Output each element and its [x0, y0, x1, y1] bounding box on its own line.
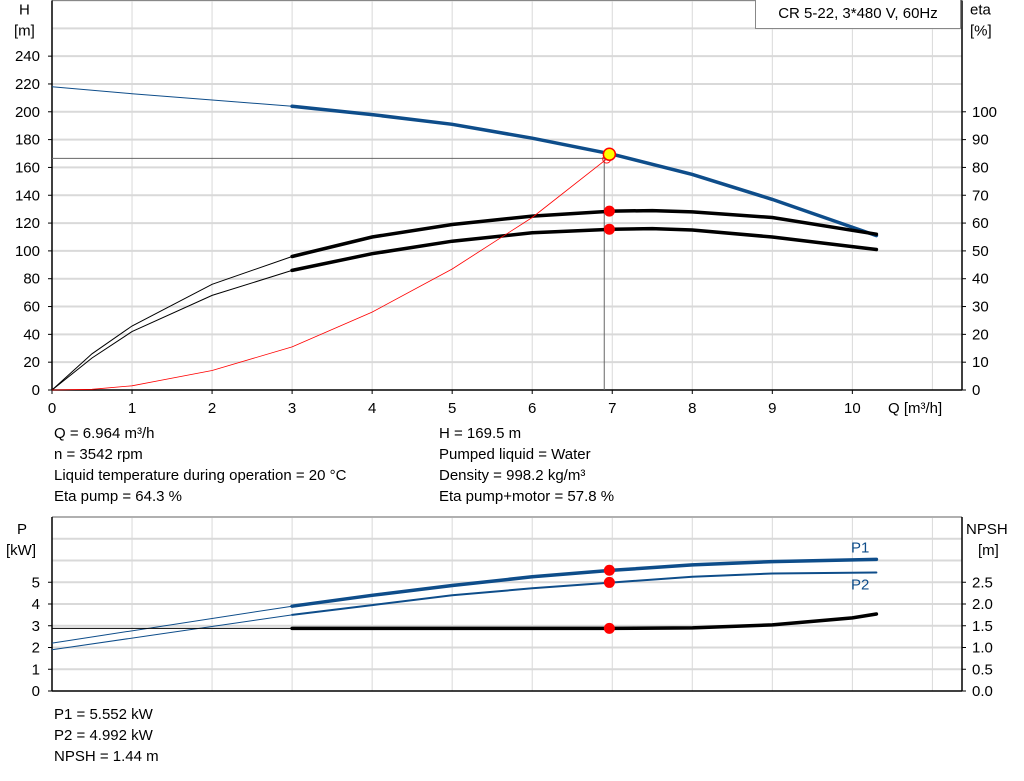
info-q: Q = 6.964 m³/h: [54, 425, 155, 442]
info-bottom: P1 = 5.552 kW P2 = 4.992 kW NPSH = 1.44 …: [54, 704, 159, 767]
info-eta-pump-motor: Eta pump+motor = 57.8 %: [439, 488, 615, 505]
y-tick-label: 140: [15, 187, 40, 204]
y2-tick-label: 100: [972, 104, 997, 121]
y2-tick-label: 90: [972, 132, 989, 149]
y2-tick-label: 2.5: [972, 574, 993, 591]
y-tick-label: 180: [15, 132, 40, 149]
x-tick-label: 10: [844, 400, 861, 417]
x-tick-label: 0: [48, 400, 56, 417]
info-h: H = 169.5 m: [439, 425, 522, 442]
y-tick-label: 200: [15, 104, 40, 121]
info-density: Density = 998.2 kg/m³: [439, 467, 586, 484]
npsh-point: [603, 622, 615, 634]
info-temperature: Liquid temperature during operation = 20…: [54, 467, 347, 484]
y2-tick-label: 0.0: [972, 683, 993, 700]
y-tick-label: 0: [32, 683, 40, 700]
x-tick-label: 9: [768, 400, 776, 417]
x-tick-label: 8: [688, 400, 696, 417]
x-tick-label: 3: [288, 400, 296, 417]
curve-eta_pump-extension: [51, 256, 293, 391]
curve-H-extension: [51, 86, 293, 107]
y-tick-label: 120: [15, 215, 40, 232]
y2-tick-label: 0.5: [972, 661, 993, 678]
y-tick-label: 80: [23, 271, 40, 288]
pump-title: CR 5-22, 3*480 V, 60Hz: [778, 5, 938, 22]
y-axis-label: P: [17, 521, 27, 538]
y-tick-label: 3: [32, 618, 40, 635]
y-tick-label: 160: [15, 159, 40, 176]
pump-title-box: CR 5-22, 3*480 V, 60Hz: [755, 0, 961, 29]
y2-tick-label: 30: [972, 299, 989, 316]
y2-tick-label: 60: [972, 215, 989, 232]
info-right: H = 169.5 m Pumped liquid = Water Densit…: [439, 423, 614, 507]
y-tick-label: 60: [23, 299, 40, 316]
curve-eta_pump_motor-extension: [51, 269, 293, 391]
y-axis-label: H: [19, 2, 30, 19]
y2-tick-label: 40: [972, 271, 989, 288]
y-tick-label: 1: [32, 661, 40, 678]
curve-H: [290, 104, 879, 238]
y2-tick-label: 2.0: [972, 596, 993, 613]
y2-tick-label: 1.5: [972, 618, 993, 635]
x-tick-label: 7: [608, 400, 616, 417]
y2-tick-label: 50: [972, 243, 989, 260]
y-axis-unit: [m]: [14, 23, 35, 40]
curve-P1: [290, 557, 879, 608]
y2-axis-unit: [m]: [978, 542, 999, 559]
info-npsh: NPSH = 1.44 m: [54, 748, 159, 765]
y2-tick-label: 1.0: [972, 640, 993, 657]
x-tick-label: 1: [128, 400, 136, 417]
y2-axis-label: NPSH: [966, 521, 1008, 538]
y2-axis-label: eta: [970, 2, 992, 19]
y-tick-label: 0: [32, 382, 40, 399]
y-tick-label: 40: [23, 326, 40, 343]
operating-point: [602, 147, 617, 161]
curve-system_curve: [51, 158, 607, 391]
y2-tick-label: 70: [972, 187, 989, 204]
y2-tick-label: 20: [972, 326, 989, 343]
x-tick-label: 5: [448, 400, 456, 417]
eta-pump-point: [603, 205, 615, 217]
info-speed: n = 3542 rpm: [54, 446, 143, 463]
x-axis-label: Q [m³/h]: [888, 400, 942, 417]
y2-axis-unit: [%]: [970, 23, 992, 40]
y-tick-label: 5: [32, 574, 40, 591]
x-tick-label: 6: [528, 400, 536, 417]
x-tick-label: 4: [368, 400, 376, 417]
y-tick-label: 20: [23, 354, 40, 371]
p2-point: [603, 576, 615, 588]
curve-P2-extension: [51, 614, 293, 651]
info-left: Q = 6.964 m³/h n = 3542 rpm Liquid tempe…: [54, 423, 346, 507]
y-tick-label: 4: [32, 596, 40, 613]
y-tick-label: 220: [15, 76, 40, 93]
eta-pump-motor-point: [603, 223, 615, 235]
info-p2: P2 = 4.992 kW: [54, 727, 153, 744]
curve-P1-extension: [51, 605, 293, 644]
y2-tick-label: 80: [972, 159, 989, 176]
curve-P2: [291, 571, 878, 616]
y2-tick-label: 0: [972, 382, 980, 399]
series-label-P1: P1: [851, 539, 869, 556]
p1-point: [603, 564, 615, 576]
y2-tick-label: 10: [972, 354, 989, 371]
info-liquid: Pumped liquid = Water: [439, 446, 591, 463]
info-p1: P1 = 5.552 kW: [54, 706, 153, 723]
y-tick-label: 2: [32, 640, 40, 657]
y-axis-unit: [kW]: [6, 542, 36, 559]
x-tick-label: 2: [208, 400, 216, 417]
y-tick-label: 240: [15, 48, 40, 65]
info-eta-pump: Eta pump = 64.3 %: [54, 488, 182, 505]
y-tick-label: 100: [15, 243, 40, 260]
series-label-P2: P2: [851, 576, 869, 593]
curve-eta_pump: [290, 208, 879, 259]
